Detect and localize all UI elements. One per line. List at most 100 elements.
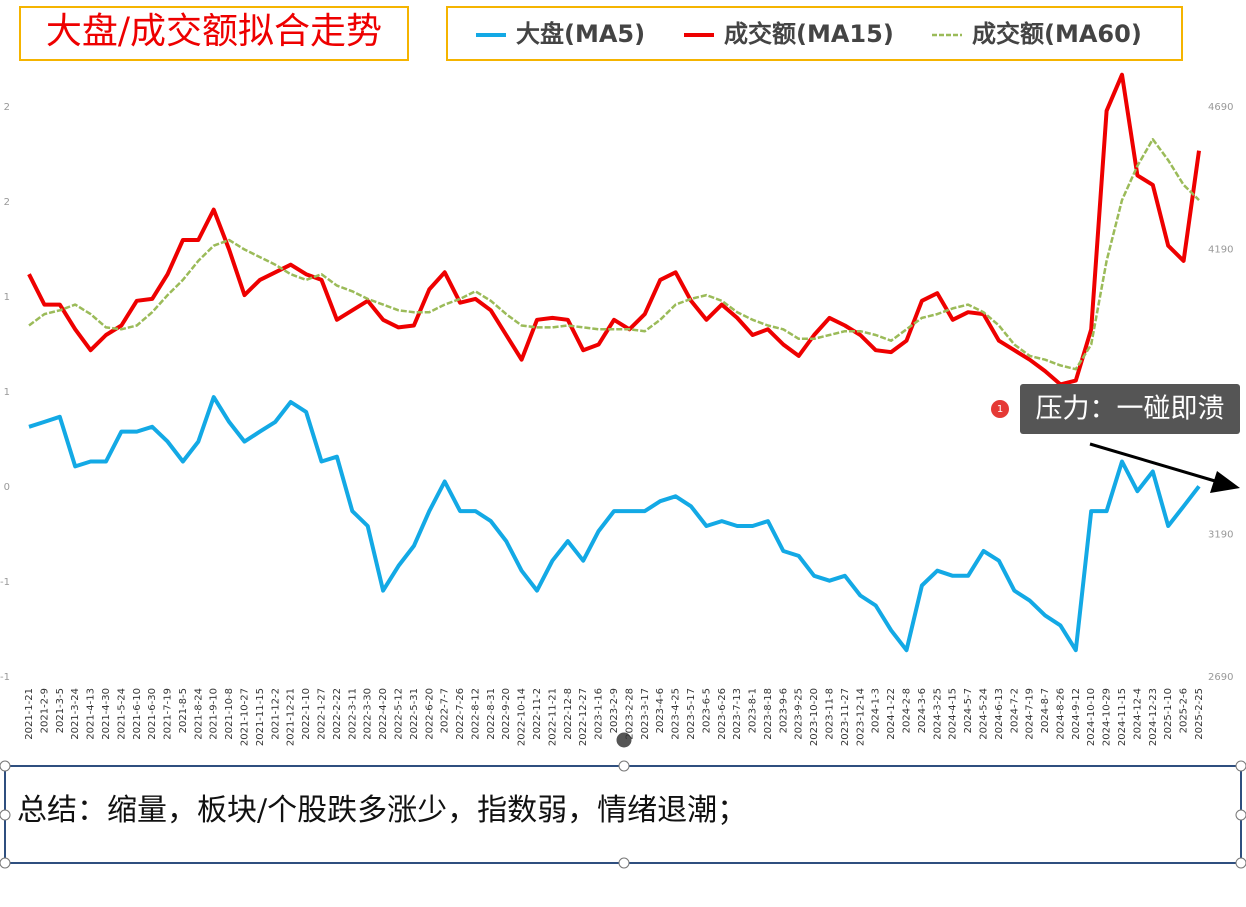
x-tick-label: 2022-5-31 — [409, 688, 420, 740]
x-tick-label: 2024-9-12 — [1071, 688, 1082, 740]
x-tick-label: 2024-3-6 — [917, 688, 928, 733]
x-tick-label: 2023-3-17 — [640, 688, 651, 740]
x-tick-label: 2023-11-27 — [840, 688, 851, 746]
x-tick-label: 2022-10-14 — [517, 688, 528, 746]
x-tick-label: 2022-1-27 — [317, 688, 328, 740]
series-line — [28, 395, 1201, 653]
x-tick-label: 2024-12-23 — [1148, 688, 1159, 746]
x-tick-label: 2021-2-9 — [39, 688, 50, 733]
x-tick-label: 2024-10-10 — [1086, 688, 1097, 746]
chart-title: 大盘/成交额拟合走势 — [46, 11, 382, 52]
x-tick-label: 2023-4-6 — [655, 688, 666, 733]
legend-box — [446, 6, 1183, 61]
legend-label: 成交额(MA60) — [972, 20, 1142, 48]
x-tick-label: 2024-6-13 — [994, 688, 1005, 740]
x-tick-label: 2022-12-8 — [563, 688, 574, 740]
x-tick-label: 2024-11-15 — [1117, 688, 1128, 746]
y2-tick-label: 2690 — [1208, 672, 1233, 683]
x-tick-label: 2023-10-20 — [809, 688, 820, 746]
x-tick-label: 2021-6-10 — [132, 688, 143, 740]
x-tick-label: 2022-2-22 — [332, 688, 343, 740]
x-tick-label: 2021-10-27 — [240, 688, 251, 746]
x-tick-label: 2023-2-28 — [624, 688, 635, 740]
x-tick-label: 2022-11-21 — [547, 688, 558, 746]
arrow — [1089, 442, 1216, 483]
x-tick-label: 2024-5-24 — [978, 688, 989, 740]
x-tick-label: 2024-1-22 — [886, 688, 897, 740]
x-tick-label: 2022-3-11 — [347, 688, 358, 740]
x-tick-label: 2021-6-30 — [147, 688, 158, 740]
x-tick-label: 2021-7-19 — [163, 688, 174, 740]
x-tick-label: 2022-4-20 — [378, 688, 389, 740]
x-tick-label: 2021-3-5 — [55, 688, 66, 733]
x-tick-label: 2023-6-26 — [717, 688, 728, 740]
x-tick-label: 2021-1-21 — [24, 688, 35, 740]
x-tick-label: 2024-10-29 — [1102, 688, 1113, 746]
x-tick-label: 2021-4-30 — [101, 688, 112, 740]
arrow-head — [1210, 471, 1240, 493]
x-tick-label: 2023-12-14 — [855, 688, 866, 746]
x-tick-label: 2022-1-10 — [301, 688, 312, 740]
x-tick-label: 2023-2-9 — [609, 688, 620, 733]
x-tick-label: 2021-12-21 — [286, 688, 297, 746]
x-tick-label: 2023-8-18 — [763, 688, 774, 740]
x-tick-label: 2022-5-12 — [393, 688, 404, 740]
plot: -1-101122269031903690419046902021-1-2120… — [0, 72, 1233, 746]
annotation-text: 压力：一碰即溃 — [1036, 394, 1225, 425]
x-tick-label: 2022-7-26 — [455, 688, 466, 740]
y2-tick-label: 4190 — [1208, 245, 1233, 256]
y-tick-label: 2 — [4, 197, 10, 208]
x-tick-label: 2024-1-3 — [871, 688, 882, 733]
x-tick-label: 2023-1-16 — [594, 688, 605, 740]
series-line — [28, 138, 1200, 371]
x-tick-label: 2023-7-13 — [732, 688, 743, 740]
x-tick-label: 2021-8-24 — [193, 688, 204, 740]
x-tick-label: 2024-5-7 — [963, 688, 974, 733]
x-tick-label: 2023-8-1 — [748, 688, 759, 733]
annotation-badge — [991, 400, 1009, 418]
x-tick-label: 2021-5-24 — [116, 688, 127, 740]
y-tick-label: 1 — [4, 387, 10, 398]
y-tick-label: -1 — [0, 577, 10, 588]
series-line — [27, 72, 1201, 387]
annotation-marker: 1 — [997, 404, 1003, 415]
y-tick-label: 2 — [4, 102, 10, 113]
x-tick-label: 2025-2-6 — [1179, 688, 1190, 733]
x-tick-label: 2025-1-10 — [1163, 688, 1174, 740]
x-tick-label: 2024-3-25 — [932, 688, 943, 740]
x-tick-label: 2024-12-4 — [1132, 688, 1143, 740]
y-tick-label: 1 — [4, 292, 10, 303]
x-tick-label: 2022-7-7 — [440, 688, 451, 733]
title-box — [19, 6, 409, 61]
x-tick-label: 2021-10-8 — [224, 688, 235, 740]
x-tick-label: 2024-7-19 — [1025, 688, 1036, 740]
x-tick-label: 2024-8-26 — [1055, 688, 1066, 740]
x-tick-label: 2022-8-31 — [486, 688, 497, 740]
legend-label: 成交额(MA15) — [724, 20, 894, 48]
annotation: 压力：一碰即溃 1 — [991, 384, 1240, 493]
x-tick-label: 2025-2-25 — [1194, 688, 1205, 740]
y2-tick-label: 4690 — [1208, 102, 1233, 113]
summary-text: 总结：缩量，板块/个股跌多涨少，指数弱，情绪退潮； — [17, 793, 747, 828]
x-tick-label: 2022-3-30 — [363, 688, 374, 740]
x-tick-label: 2023-5-17 — [686, 688, 697, 740]
x-tick-label: 2024-2-8 — [902, 688, 913, 733]
x-tick-label: 2021-9-10 — [209, 688, 220, 740]
x-tick-label: 2021-11-15 — [255, 688, 266, 746]
annotation-box — [1020, 384, 1240, 434]
x-tick-label: 2024-4-15 — [948, 688, 959, 740]
x-tick-label: 2024-7-2 — [1009, 688, 1020, 733]
x-tick-label: 2023-11-8 — [825, 688, 836, 740]
x-tick-label: 2022-12-27 — [578, 688, 589, 746]
x-tick-label: 2022-6-20 — [424, 688, 435, 740]
y-tick-label: 0 — [4, 482, 10, 493]
x-tick-label: 2021-12-2 — [270, 688, 281, 740]
y-tick-label: -1 — [0, 672, 10, 683]
x-tick-label: 2022-9-20 — [501, 688, 512, 740]
x-tick-label: 2021-3-24 — [70, 688, 81, 740]
x-tick-label: 2021-4-13 — [86, 688, 97, 740]
x-tick-label: 2023-9-6 — [778, 688, 789, 733]
x-tick-label: 2024-8-7 — [1040, 688, 1051, 733]
